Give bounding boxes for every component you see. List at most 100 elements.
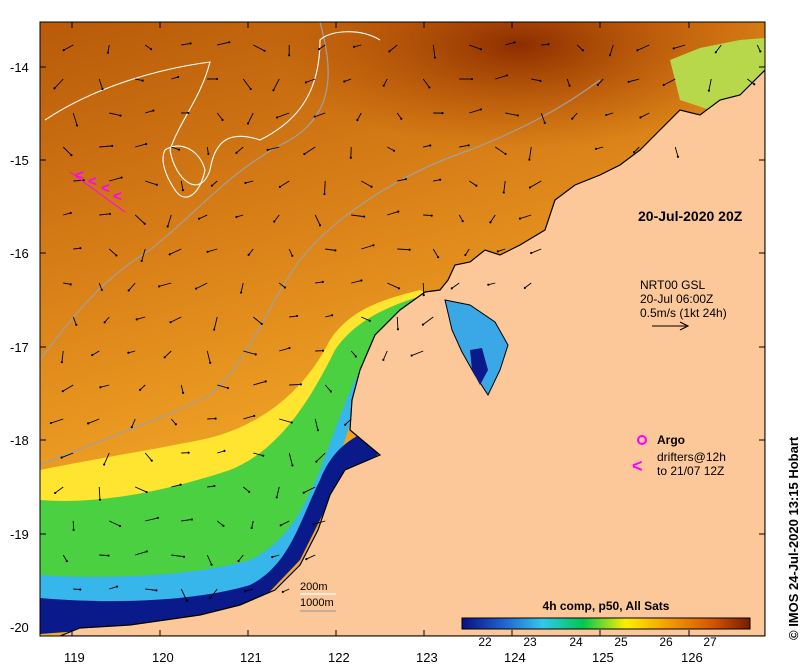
current-arrow [99, 145, 113, 148]
scale-arrow-head [679, 321, 690, 331]
current-arrow-head [82, 179, 85, 182]
current-arrow-head [464, 253, 467, 257]
current-arrow [528, 146, 532, 160]
current-arrow [351, 280, 362, 284]
current-arrow-head [127, 351, 130, 354]
current-arrow-head [249, 87, 252, 91]
credit-label: © IMOS 24-Jul-2020 13:15 Hobart [786, 436, 801, 640]
current-arrow-head [312, 523, 315, 526]
lon-label: 122 [328, 650, 350, 665]
current-arrow-head [215, 77, 219, 81]
land-mass [59, 69, 765, 636]
current-arrow-head [69, 211, 72, 215]
current-arrow-head [410, 354, 413, 357]
colorbar-tick: 26 [659, 635, 673, 649]
current-arrow [216, 112, 223, 121]
current-arrow [566, 78, 570, 86]
current-arrow-head [60, 361, 63, 364]
current-arrow [135, 550, 148, 556]
current-arrow [488, 282, 496, 286]
current-arrow [72, 316, 77, 325]
current-arrow [135, 78, 143, 82]
current-arrow [73, 588, 81, 590]
current-arrow [524, 282, 532, 289]
current-arrow-head [363, 215, 366, 218]
current-arrow-head [271, 555, 274, 559]
current-arrow-head [207, 152, 210, 156]
current-arrow [109, 177, 122, 182]
drifters-label-1: drifters@12h [657, 450, 726, 464]
current-arrow [145, 517, 158, 522]
latitude-axis: -14 -15 -16 -17 -18 -19 -20 [10, 60, 765, 635]
current-arrow [128, 350, 136, 354]
current-arrow-head [433, 56, 437, 59]
current-arrow [282, 588, 290, 593]
current-arrow [98, 282, 103, 291]
current-arrow-head [275, 116, 279, 119]
current-arrow [131, 418, 136, 428]
current-arrow [361, 244, 374, 250]
current-arrow [128, 282, 136, 291]
current-arrow [181, 42, 191, 46]
current-arrow-head [155, 183, 158, 186]
current-arrow [396, 316, 399, 330]
current-arrow [451, 282, 460, 289]
current-arrow-head [513, 41, 516, 44]
current-arrow-head [149, 48, 153, 51]
model-time: 20-Jul 06:00Z [640, 292, 713, 306]
current-arrow [571, 112, 578, 119]
colorbar-tick: 27 [703, 635, 717, 649]
current-arrow-head [182, 555, 186, 558]
current-arrow [497, 248, 506, 252]
current-arrow-head [120, 176, 123, 179]
current-arrow [108, 248, 117, 256]
contour-1000m-label: 1000m [300, 597, 334, 609]
current-arrow [541, 43, 549, 46]
current-arrow-head [676, 155, 680, 158]
current-arrow [505, 42, 515, 46]
current-arrow [289, 383, 301, 386]
current-arrow-head [157, 285, 161, 288]
current-arrow-head [177, 148, 181, 151]
current-arrow-head [528, 158, 531, 161]
argo-icon [637, 435, 647, 445]
current-arrow-head [247, 253, 250, 256]
current-arrow-head [60, 456, 63, 459]
current-arrow [505, 112, 518, 116]
cool-water-band-green [40, 295, 440, 628]
current-arrow [99, 213, 110, 216]
current-arrow-head [662, 83, 665, 87]
current-arrow [325, 248, 336, 251]
current-arrow-head [228, 41, 231, 44]
lat-label: -16 [10, 246, 29, 261]
current-arrow [107, 44, 110, 53]
contour-200m [40, 79, 601, 466]
current-arrow [279, 418, 292, 423]
current-arrow-head [139, 388, 142, 391]
current-arrow-head [169, 321, 172, 324]
lon-label: 123 [416, 650, 438, 665]
current-arrow [314, 214, 321, 226]
current-arrow-head [479, 108, 483, 111]
contour-shallow [44, 31, 381, 186]
current-arrow-head [518, 217, 522, 220]
current-arrow-head [543, 121, 546, 124]
current-arrow [144, 44, 152, 50]
current-arrow-head [291, 254, 294, 257]
current-arrow [494, 146, 506, 155]
current-arrow-head [568, 84, 571, 87]
current-arrow [72, 112, 78, 126]
current-arrow-head [479, 48, 483, 51]
current-arrow [273, 78, 280, 91]
drifter-track: < < < < [69, 167, 126, 213]
lon-label: 126 [681, 650, 703, 665]
current-arrow-head [214, 417, 217, 420]
current-arrow [609, 44, 614, 56]
current-arrow [411, 350, 424, 356]
current-arrow-head [331, 314, 334, 317]
current-arrow-head [177, 75, 180, 79]
current-arrow-head [209, 361, 212, 364]
current-arrow [103, 452, 110, 465]
current-arrow-head [135, 318, 138, 321]
date-label: 20-Jul-2020 20Z [638, 208, 743, 224]
